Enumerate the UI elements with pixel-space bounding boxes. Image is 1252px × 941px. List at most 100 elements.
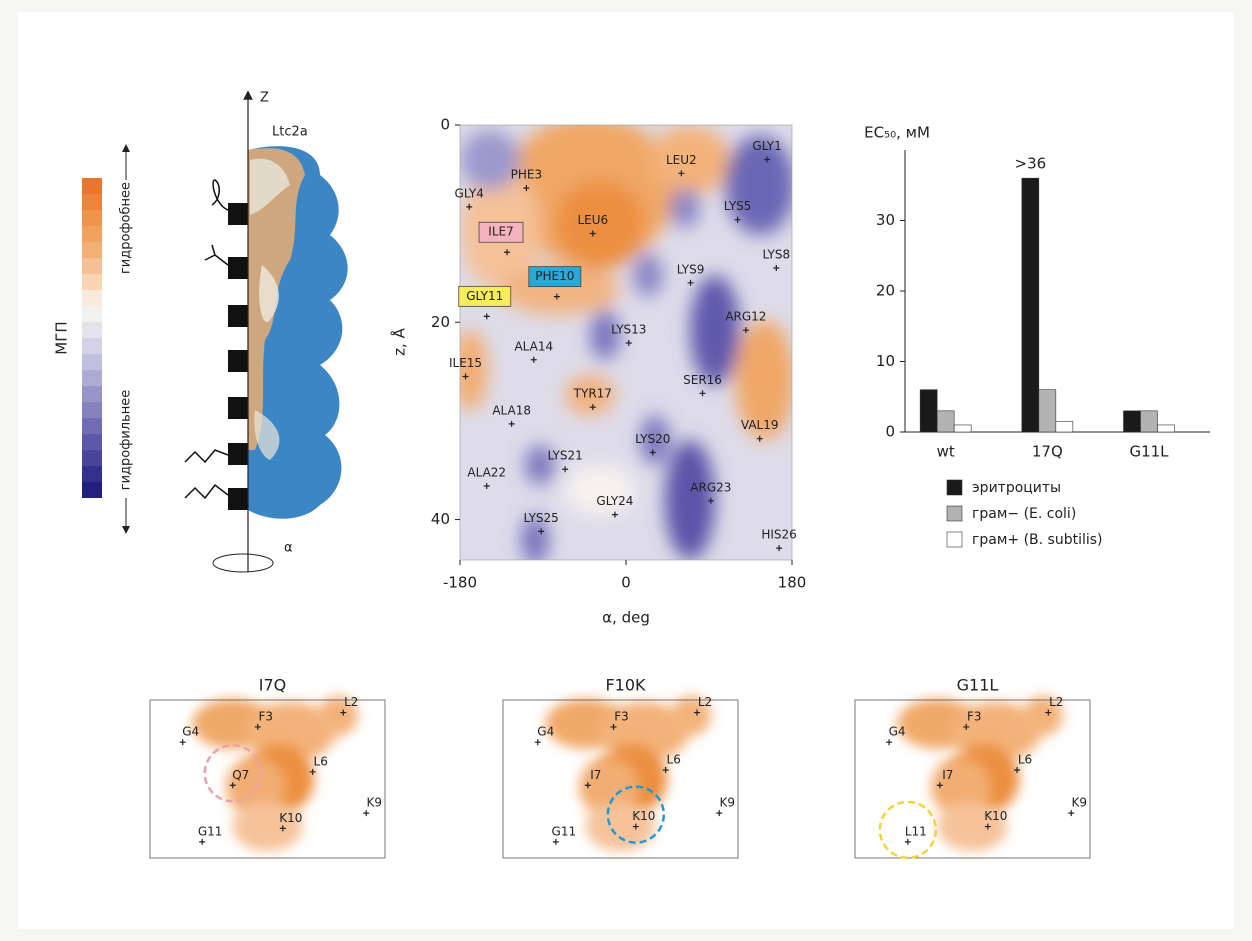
- scale-swatch: [82, 274, 102, 290]
- bar: [937, 411, 954, 432]
- residue-label: L2: [698, 695, 712, 709]
- residue-label: K10: [279, 811, 302, 825]
- bar: [920, 390, 937, 432]
- residue-label: I7: [590, 768, 601, 782]
- scale-bottom-label: гидрофильнее: [119, 390, 134, 491]
- scale-swatch: [82, 322, 102, 338]
- residue-label: ALA18: [492, 403, 531, 417]
- scale-top-label: гидрофобнее: [119, 182, 134, 274]
- angle-label: α: [284, 541, 293, 556]
- residue-label: G4: [537, 725, 554, 739]
- residue-label: L6: [667, 753, 681, 767]
- scale-swatch: [82, 450, 102, 466]
- figure: МГП гидрофобнее гидрофильнее Z Ltc2a α: [0, 0, 1252, 941]
- axis-label: Z: [260, 91, 269, 106]
- y-tick-label: 0: [440, 116, 450, 134]
- residue-label: LYS9: [677, 262, 705, 276]
- x-tick-label: G11L: [1129, 443, 1169, 461]
- bar: [1039, 390, 1056, 432]
- x-axis-label: α, deg: [602, 609, 650, 627]
- residue-label: K9: [1071, 796, 1087, 810]
- panel-blob: [233, 801, 303, 851]
- x-tick-label: wt: [937, 443, 955, 461]
- residue-label: TYR17: [573, 387, 612, 401]
- panel-title: I7Q: [259, 676, 287, 695]
- residue-label: PHE3: [511, 168, 542, 182]
- x-tick-label: 0: [621, 574, 631, 592]
- residue-label: LYS13: [611, 322, 646, 336]
- bar: [1158, 425, 1175, 432]
- x-tick-label: 180: [778, 574, 807, 592]
- scale-swatch: [82, 402, 102, 418]
- scale-swatch: [82, 482, 102, 498]
- scale-swatch: [82, 178, 102, 194]
- panel-title: F10K: [605, 676, 646, 695]
- residue-label: L2: [1049, 695, 1063, 709]
- residue-label: Q7: [232, 768, 249, 782]
- bar: [1141, 411, 1158, 432]
- legend-swatch: [947, 532, 962, 547]
- residue-label: G11: [552, 824, 577, 838]
- legend-swatch: [947, 480, 962, 495]
- y-tick-label: 30: [876, 211, 895, 229]
- residue-label: ALA14: [514, 339, 553, 353]
- residue-label: LEU2: [666, 153, 697, 167]
- residue-label: L6: [314, 754, 328, 768]
- scale-swatch: [82, 226, 102, 242]
- scale-swatch: [82, 354, 102, 370]
- scale-swatch: [82, 418, 102, 434]
- scale-swatch: [82, 386, 102, 402]
- residue-label: HIS26: [761, 528, 796, 542]
- residue-label: F3: [614, 709, 629, 723]
- y-tick-label: 20: [431, 313, 450, 331]
- scale-swatch: [82, 258, 102, 274]
- residue-label: G11: [198, 824, 223, 838]
- bar: [1022, 178, 1039, 432]
- scale-title: МГП: [53, 321, 71, 354]
- bar: [954, 425, 971, 432]
- model-title: Ltc2a: [272, 125, 308, 140]
- residue-label: ARG23: [690, 480, 731, 494]
- color-scale: [82, 178, 102, 498]
- residue-label: LEU6: [577, 213, 608, 227]
- residue-label: ARG12: [725, 310, 766, 324]
- residue-label: K9: [366, 796, 382, 810]
- residue-label: LYS8: [762, 248, 790, 262]
- residue-label: K9: [719, 796, 735, 810]
- residue-label: I7: [942, 768, 953, 782]
- y-tick-label: 20: [876, 282, 895, 300]
- x-tick-label: -180: [443, 574, 477, 592]
- residue-label: LYS25: [523, 511, 558, 525]
- residue-label: F3: [258, 709, 273, 723]
- scale-swatch: [82, 290, 102, 306]
- y-tick-label: 10: [876, 352, 895, 370]
- y-tick-label: 40: [431, 510, 450, 528]
- scale-swatch: [82, 466, 102, 482]
- residue-label: L2: [344, 695, 358, 709]
- scale-swatch: [82, 194, 102, 210]
- bar: [1124, 411, 1141, 432]
- x-tick-label: 17Q: [1032, 443, 1063, 461]
- panel-title: G11L: [957, 676, 999, 695]
- residue-label: GLY24: [596, 494, 633, 508]
- scale-swatch: [82, 434, 102, 450]
- legend-label: грам+ (B. subtilis): [972, 532, 1103, 548]
- y-tick-label: 0: [885, 423, 895, 441]
- residue-label: ALA22: [467, 466, 506, 480]
- residue-label: ILE15: [449, 356, 482, 370]
- value-label: >36: [1015, 155, 1047, 173]
- residue-label: G4: [889, 725, 906, 739]
- scale-swatch: [82, 210, 102, 226]
- residue-label: K10: [632, 809, 655, 823]
- scale-swatch: [82, 338, 102, 354]
- bar: [1056, 421, 1073, 432]
- residue-label: F3: [967, 709, 982, 723]
- residue-label: VAL19: [741, 418, 779, 432]
- residue-label: K10: [984, 809, 1007, 823]
- residue-label: G4: [182, 725, 199, 739]
- legend-label: эритроциты: [972, 480, 1061, 496]
- residue-label: ILE7: [488, 225, 513, 239]
- scale-swatch: [82, 370, 102, 386]
- residue-label: L6: [1018, 753, 1032, 767]
- residue-label: LYS20: [635, 432, 670, 446]
